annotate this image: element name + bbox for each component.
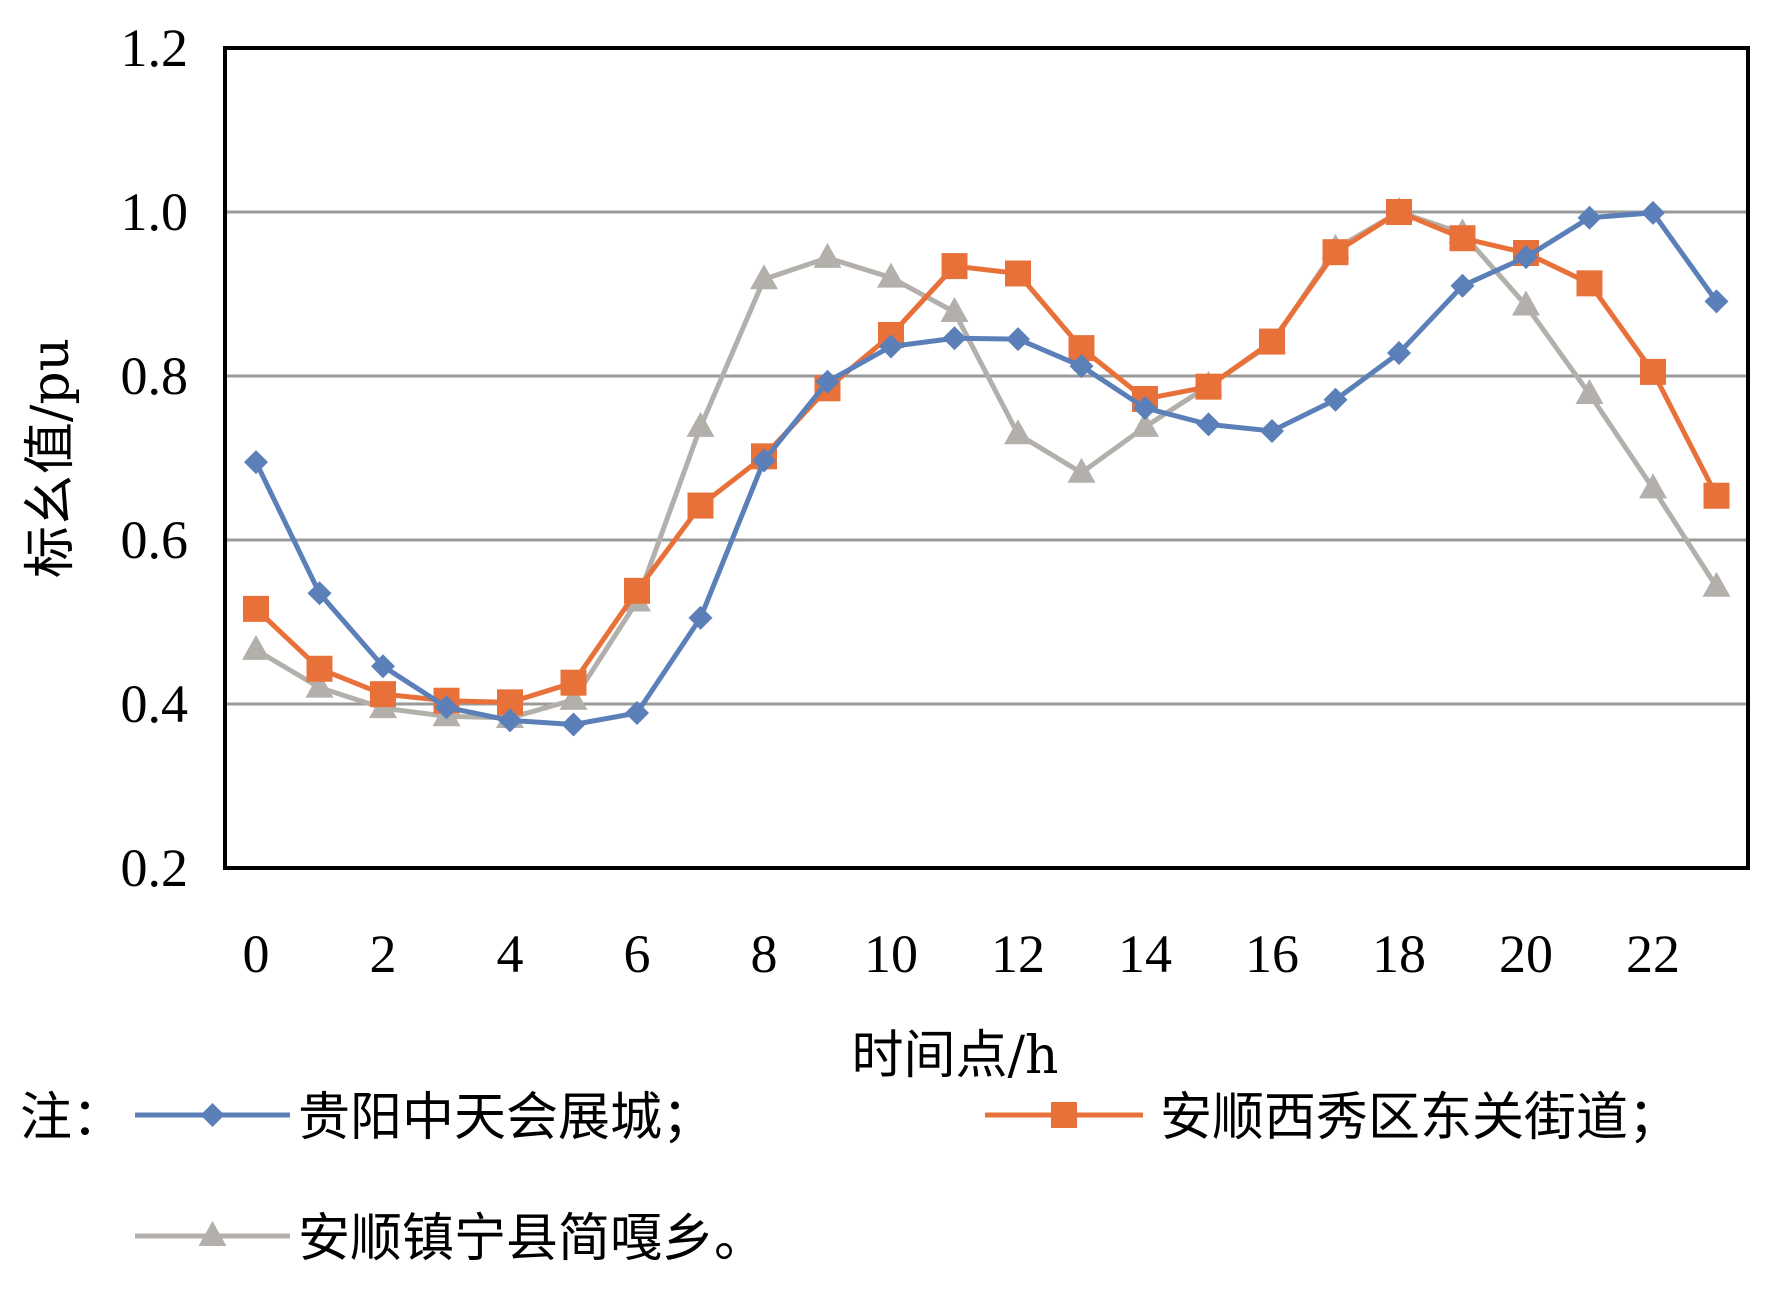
series-3-point (750, 264, 778, 290)
series-2-point (941, 253, 968, 280)
y-tick-label: 1.0 (121, 182, 189, 242)
series-2-point (370, 681, 396, 708)
series-3-point (305, 672, 334, 698)
series-1-point (1387, 341, 1411, 366)
legend-label: 贵阳中天会展城； (298, 1088, 714, 1148)
series-1-point (1133, 395, 1157, 420)
series-1-point (1641, 200, 1665, 225)
legend: 注： 贵阳中天会展城； 安顺西秀区东关街道； 安顺镇宁县简嘎乡。 (20, 1088, 1680, 1269)
legend-swatch-marker (1051, 1102, 1077, 1128)
series-1-point (879, 334, 903, 359)
series-2-point (687, 492, 714, 519)
series-1-point (1006, 327, 1030, 352)
legend-swatch-marker (198, 1221, 227, 1246)
legend-entry-1: 贵阳中天会展城； (135, 1088, 714, 1148)
series-layer (242, 197, 1731, 737)
legend-entry-2: 安顺西秀区东关街道； (985, 1088, 1680, 1148)
series-2-point (243, 595, 269, 622)
x-tick-label: 20 (1499, 924, 1553, 984)
series-3-point (559, 684, 588, 710)
series-2-point (624, 577, 650, 604)
x-tick-label: 22 (1626, 924, 1680, 984)
series-3-point (813, 242, 842, 268)
series-1-point (1260, 418, 1284, 443)
series-1-point (1323, 387, 1348, 412)
series-1-point (1450, 273, 1475, 298)
series-1-point (1196, 412, 1221, 437)
legend-label: 安顺西秀区东关街道； (1160, 1088, 1680, 1148)
series-1-point (688, 605, 713, 630)
series-1-point (1069, 354, 1094, 379)
series-1-point (244, 450, 268, 475)
series-1-line (253, 210, 1719, 727)
series-1-point (752, 448, 776, 473)
x-tick-label: 0 (243, 924, 270, 984)
series-3-point (242, 634, 270, 660)
series-1-point (1704, 289, 1729, 314)
series-3-point (1131, 411, 1159, 437)
grid-lines (225, 210, 1748, 706)
series-2-point (560, 669, 587, 696)
series-1-point (1577, 205, 1602, 230)
series-3 (242, 197, 1731, 728)
series-2-point (1005, 260, 1031, 287)
y-tick-label: 0.6 (121, 510, 189, 570)
series-1-point (307, 581, 332, 606)
y-tick-label: 0.4 (121, 674, 189, 734)
series-2-point (1322, 239, 1349, 266)
series-2 (243, 199, 1730, 716)
x-tick-label: 18 (1372, 924, 1426, 984)
series-2-line (254, 209, 1719, 705)
x-axis-tick-labels: 0 2 4 6 8 10 12 14 16 18 20 22 (243, 924, 1681, 984)
series-3-point (686, 411, 715, 437)
y-axis-title: 标幺值/pu (21, 338, 81, 578)
x-tick-label: 14 (1118, 924, 1172, 984)
series-1-point (434, 695, 459, 720)
series-1-point (942, 326, 967, 351)
series-2-point (1259, 328, 1285, 355)
plot-area-frame (223, 46, 1750, 870)
series-3-point (940, 297, 969, 323)
series-1-point (1514, 245, 1538, 270)
series-2-point (1195, 373, 1222, 400)
series-3-point (877, 262, 905, 288)
legend-swatch-marker (200, 1103, 225, 1127)
series-2-point (1576, 270, 1603, 297)
series-1-point (625, 701, 649, 726)
series-3-point (1702, 571, 1731, 597)
x-tick-label: 2 (370, 924, 397, 984)
legend-entries: 贵阳中天会展城； 安顺西秀区东关街道； 安顺镇宁县简嘎乡。 (135, 1088, 1680, 1269)
x-tick-label: 8 (751, 924, 778, 984)
y-tick-label: 0.2 (121, 838, 189, 898)
y-axis-tick-labels: 0.2 0.4 0.6 0.8 1.0 1.2 (121, 18, 189, 898)
series-1-point (371, 654, 395, 679)
series-3-line (254, 209, 1719, 721)
series-1 (244, 200, 1729, 737)
series-2-point (1703, 482, 1730, 509)
x-tick-label: 12 (991, 924, 1045, 984)
series-3-point (1575, 379, 1604, 405)
x-axis-title: 时间点/h (851, 1026, 1058, 1086)
x-tick-label: 6 (624, 924, 651, 984)
series-2-point (1386, 199, 1412, 225)
series-2-point (1640, 358, 1666, 385)
x-tick-label: 10 (864, 924, 918, 984)
y-tick-label: 0.8 (121, 346, 189, 406)
series-3-point (1639, 473, 1667, 499)
legend-prefix: 注： (20, 1088, 124, 1148)
series-3-point (1512, 290, 1540, 316)
x-tick-label: 4 (497, 924, 524, 984)
series-3-point (1067, 457, 1096, 483)
series-1-point (561, 712, 586, 737)
series-2-point (1449, 225, 1476, 252)
series-1-point (498, 708, 522, 733)
series-3-point (1004, 419, 1032, 445)
y-tick-label: 1.2 (121, 18, 189, 78)
series-1-point (815, 369, 840, 394)
legend-label: 安顺镇宁县简嘎乡。 (298, 1209, 766, 1269)
series-2-point (306, 655, 333, 682)
x-tick-label: 16 (1245, 924, 1299, 984)
legend-entry-3: 安顺镇宁县简嘎乡。 (135, 1209, 766, 1269)
